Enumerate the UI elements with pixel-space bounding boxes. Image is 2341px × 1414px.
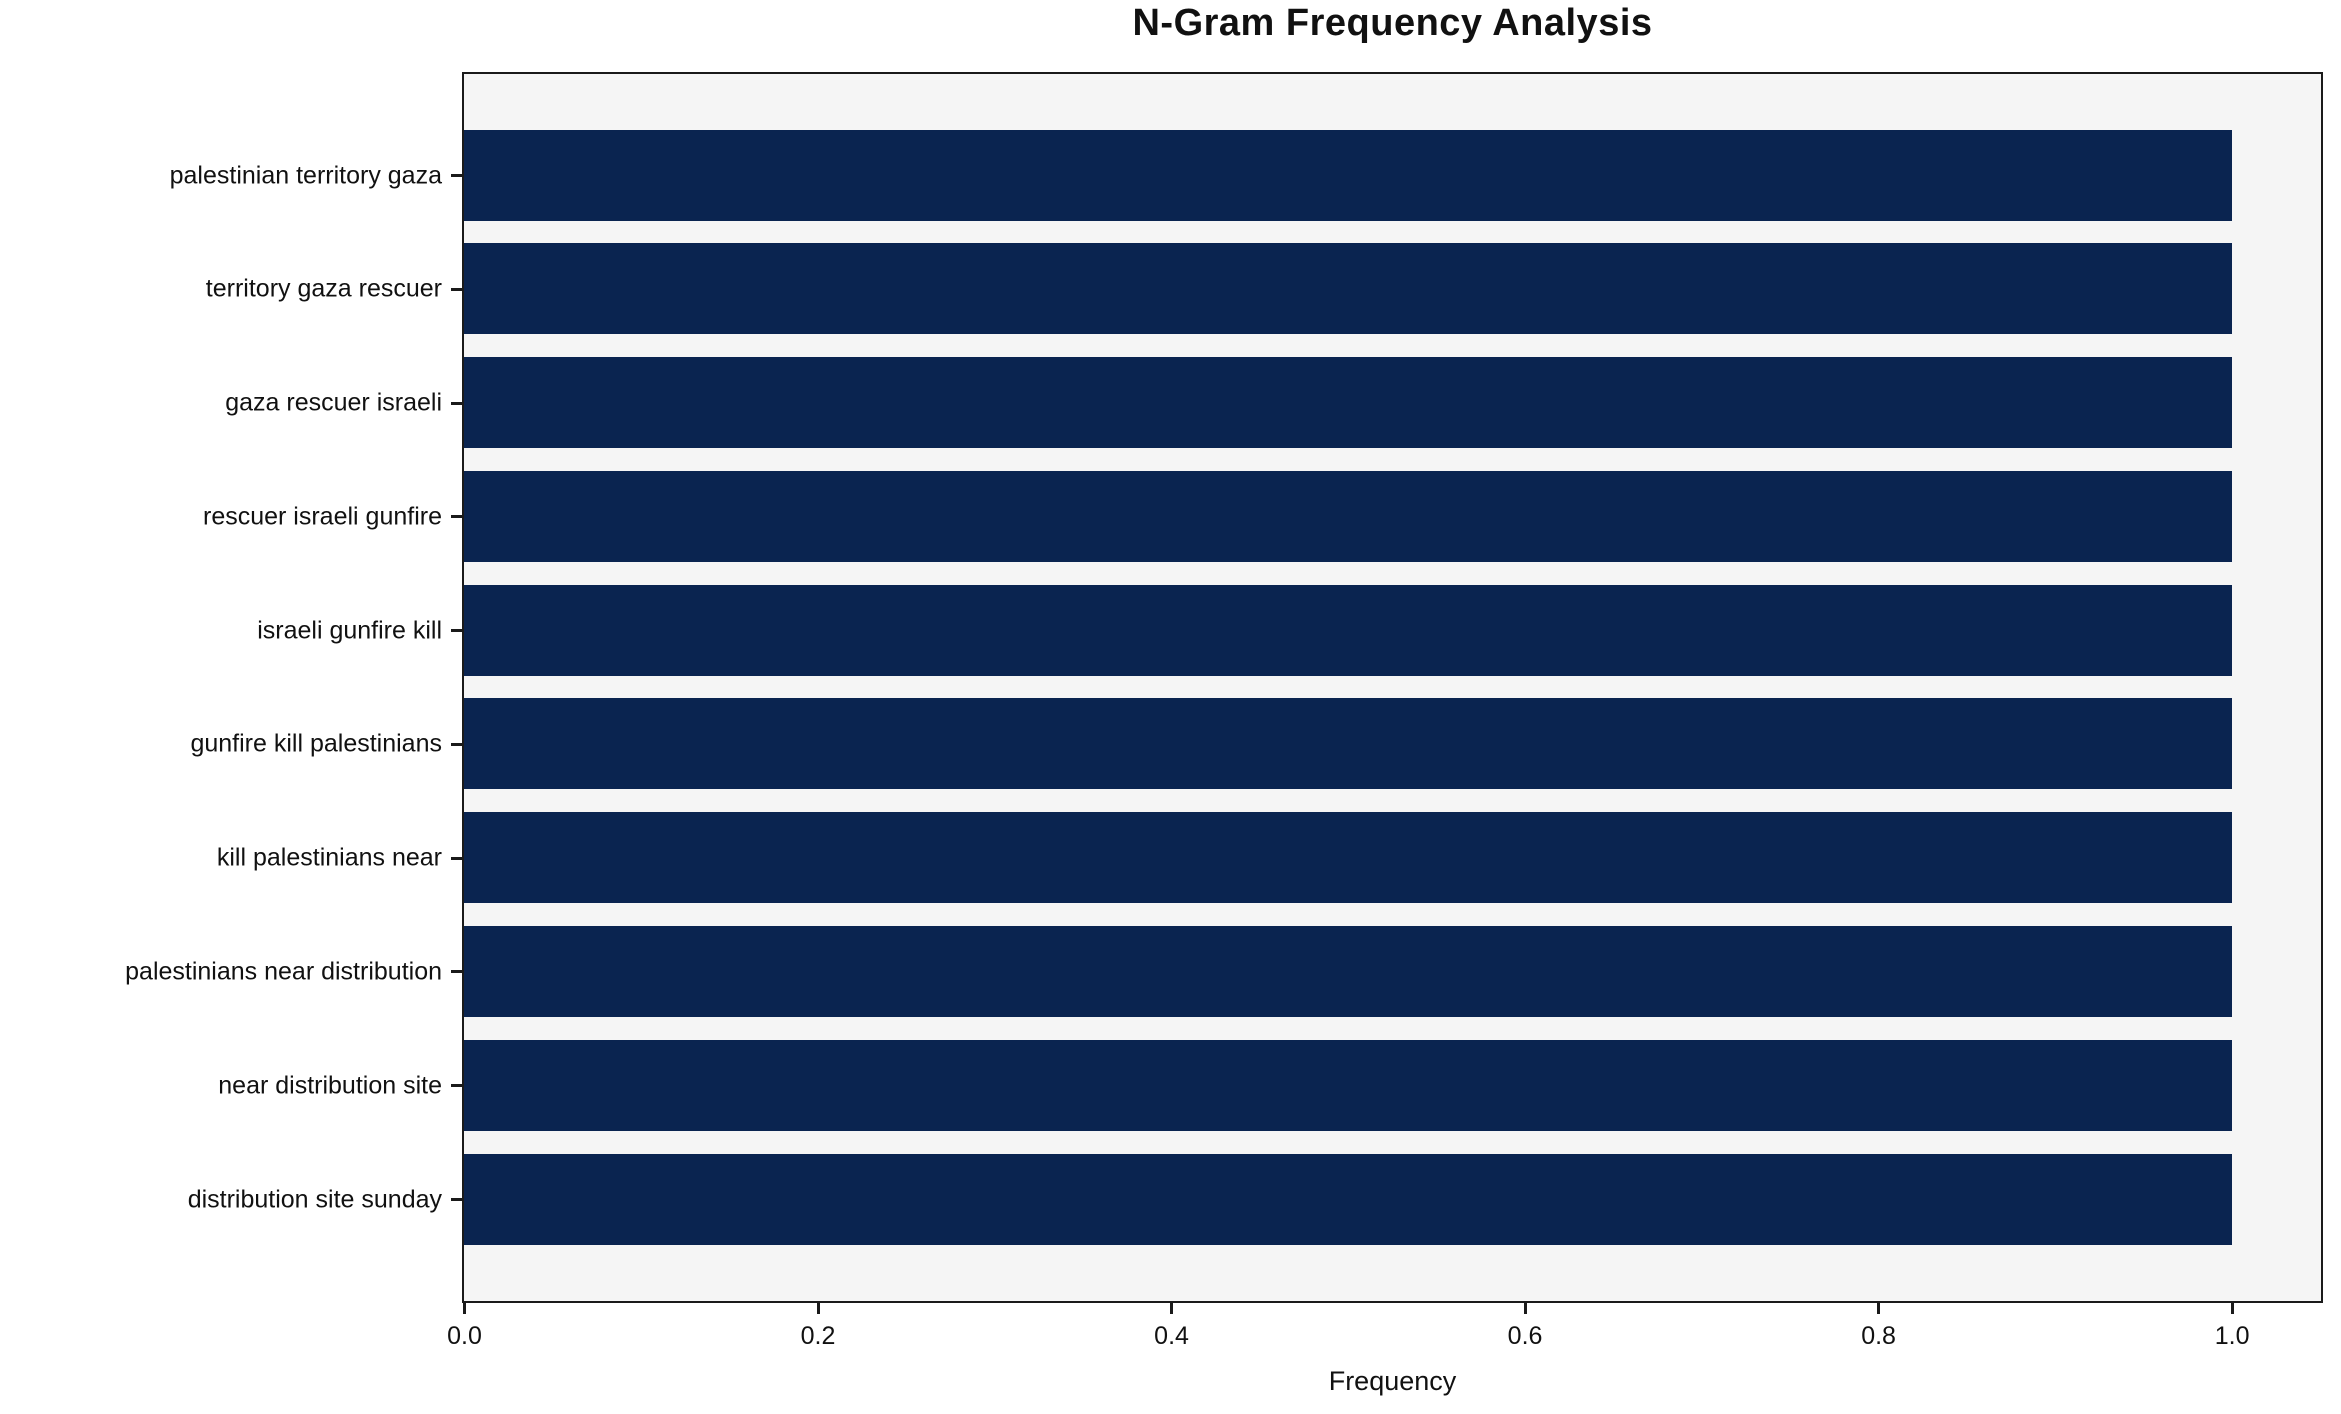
x-tick-mark	[463, 1303, 466, 1314]
x-tick-mark	[1523, 1303, 1527, 1314]
y-tick-mark	[451, 287, 462, 291]
y-tick-label: israeli gunfire kill	[257, 616, 442, 645]
x-tick-label: 0.8	[1861, 1322, 1896, 1350]
x-tick-mark	[1877, 1303, 1881, 1314]
bar	[464, 1153, 2232, 1245]
bar	[464, 925, 2232, 1017]
chart-title: N-Gram Frequency Analysis	[1132, 2, 1653, 44]
y-tick-mark	[451, 401, 462, 405]
x-tick-label: 1.0	[2214, 1322, 2250, 1350]
y-tick-mark	[451, 742, 462, 746]
y-tick-mark	[451, 970, 462, 974]
y-tick-label: palestinian territory gaza	[169, 161, 442, 189]
x-tick-label: 0.2	[800, 1322, 836, 1350]
y-tick-label: palestinians near distribution	[125, 957, 442, 986]
y-tick-mark	[451, 856, 462, 860]
y-tick-label: gaza rescuer israeli	[225, 388, 442, 417]
y-tick-mark	[451, 1198, 462, 1201]
bar	[464, 470, 2232, 562]
x-tick-label: 0.4	[1154, 1322, 1189, 1350]
x-tick-label: 0.6	[1507, 1322, 1543, 1350]
bar	[464, 243, 2232, 335]
y-tick-label: kill palestinians near	[216, 843, 442, 872]
y-tick-mark	[451, 515, 462, 519]
bar	[464, 357, 2232, 449]
x-axis-label: Frequency	[1328, 1366, 1457, 1396]
y-tick-label: rescuer israeli gunfire	[203, 502, 442, 531]
x-tick-mark	[1170, 1303, 1174, 1314]
y-tick-mark	[451, 1084, 462, 1088]
y-tick-label: distribution site sunday	[187, 1185, 442, 1213]
bar	[464, 129, 2232, 221]
x-tick-mark	[816, 1303, 820, 1314]
y-tick-label: territory gaza rescuer	[205, 274, 442, 303]
y-tick-mark	[451, 629, 462, 633]
x-tick-mark	[2230, 1303, 2234, 1314]
bar	[464, 698, 2232, 790]
bar	[464, 1039, 2232, 1131]
plot-area	[462, 72, 2323, 1303]
bar	[464, 584, 2232, 676]
y-tick-mark	[451, 174, 462, 177]
y-tick-label: gunfire kill palestinians	[190, 729, 442, 758]
bar	[464, 812, 2232, 904]
x-tick-label: 0.0	[447, 1322, 482, 1350]
y-tick-label: near distribution site	[218, 1071, 442, 1100]
